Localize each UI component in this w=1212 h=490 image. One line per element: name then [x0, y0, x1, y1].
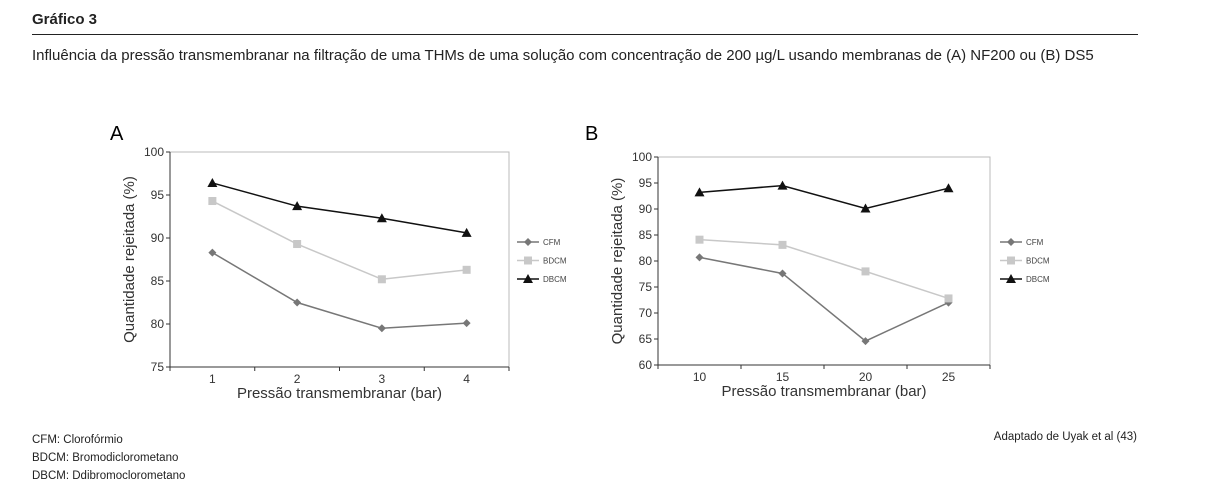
y-tick-label: 80 — [639, 254, 653, 268]
data-point-cfm — [293, 298, 302, 307]
legend-label-dbcm: DBCM — [543, 275, 567, 284]
legend-label-dbcm: DBCM — [1026, 275, 1050, 284]
legend-marker-cfm — [524, 238, 532, 246]
panel-label: A — [110, 123, 124, 145]
figure-caption: Influência da pressão transmembranar na … — [32, 47, 1094, 64]
x-tick-label: 15 — [776, 370, 790, 384]
panel-label: B — [585, 123, 598, 145]
series-line-bdcm — [212, 200, 467, 281]
legend-marker-cfm — [1007, 238, 1015, 246]
x-tick-label: 10 — [693, 370, 707, 384]
x-axis-label: Pressão transmembranar (bar) — [237, 385, 442, 402]
y-tick-label: 100 — [632, 150, 652, 164]
data-point-bdcm — [377, 275, 386, 284]
legend-label-cfm: CFM — [543, 238, 561, 247]
y-tick-label: 65 — [639, 332, 653, 346]
y-tick-label: 95 — [151, 188, 165, 202]
data-point-dbcm — [207, 177, 218, 187]
series-line-dbcm — [212, 182, 467, 234]
abbreviation-notes: CFM: Clorofórmio BDCM: Bromodiclorometan… — [32, 431, 185, 485]
source-credit: Adaptado de Uyak et al (43) — [993, 431, 1137, 443]
legend-label-cfm: CFM — [1026, 238, 1044, 247]
legend-label-bdcm: BDCM — [543, 257, 567, 266]
note-cfm: CFM: Clorofórmio — [32, 434, 123, 446]
x-tick-label: 25 — [942, 370, 956, 384]
legend-marker-bdcm — [524, 256, 532, 265]
plot-area — [657, 156, 991, 366]
data-point-bdcm — [462, 265, 471, 274]
x-tick-label: 20 — [859, 370, 873, 384]
note-bdcm: BDCM: Bromodiclorometano — [32, 452, 179, 464]
legend-marker-dbcm — [1006, 274, 1016, 283]
data-point-dbcm — [461, 227, 472, 237]
data-point-bdcm — [293, 240, 302, 249]
y-tick-label: 80 — [151, 317, 165, 331]
series-line-cfm — [699, 256, 949, 342]
y-tick-label: 90 — [151, 231, 165, 245]
x-tick-label: 4 — [463, 372, 470, 386]
note-dbcm: DBCM: Ddibromoclorometano — [32, 470, 186, 482]
data-point-cfm — [695, 253, 704, 262]
y-tick-label: 75 — [151, 360, 165, 374]
data-point-dbcm — [694, 187, 705, 197]
data-point-dbcm — [292, 201, 303, 211]
series-line-dbcm — [699, 184, 949, 210]
y-axis-label: Quantidade rejeitada (%) — [121, 176, 138, 343]
data-point-cfm — [377, 324, 386, 333]
data-point-cfm — [861, 337, 870, 346]
x-tick-label: 2 — [294, 372, 301, 386]
y-tick-label: 95 — [639, 176, 653, 190]
data-point-bdcm — [778, 240, 787, 249]
data-point-bdcm — [695, 235, 704, 244]
y-axis-label: Quantidade rejeitada (%) — [609, 178, 626, 345]
data-point-cfm — [462, 319, 471, 328]
title-rule — [32, 34, 1138, 35]
figure-title: Gráfico 3 — [32, 11, 98, 28]
y-tick-label: 100 — [144, 145, 164, 159]
legend-marker-dbcm — [523, 274, 533, 283]
data-point-bdcm — [861, 267, 870, 276]
data-point-cfm — [778, 269, 787, 278]
data-point-dbcm — [376, 213, 387, 223]
series-line-cfm — [211, 251, 467, 330]
data-point-dbcm — [943, 183, 954, 193]
x-axis-label: Pressão transmembranar (bar) — [721, 383, 926, 400]
y-tick-label: 90 — [639, 202, 653, 216]
plot-area — [169, 151, 510, 368]
series-line-bdcm — [699, 238, 949, 300]
y-tick-label: 60 — [639, 358, 653, 372]
data-point-dbcm — [777, 180, 788, 190]
data-point-bdcm — [944, 294, 953, 303]
y-tick-label: 75 — [639, 280, 653, 294]
x-tick-label: 1 — [209, 372, 216, 386]
data-point-cfm — [208, 248, 217, 257]
legend-label-bdcm: BDCM — [1026, 257, 1050, 266]
y-tick-label: 70 — [639, 306, 653, 320]
x-tick-label: 3 — [379, 372, 386, 386]
y-tick-label: 85 — [639, 228, 653, 242]
data-point-bdcm — [208, 197, 217, 206]
y-tick-label: 85 — [151, 274, 165, 288]
data-point-dbcm — [860, 203, 871, 213]
legend-marker-bdcm — [1007, 256, 1015, 265]
